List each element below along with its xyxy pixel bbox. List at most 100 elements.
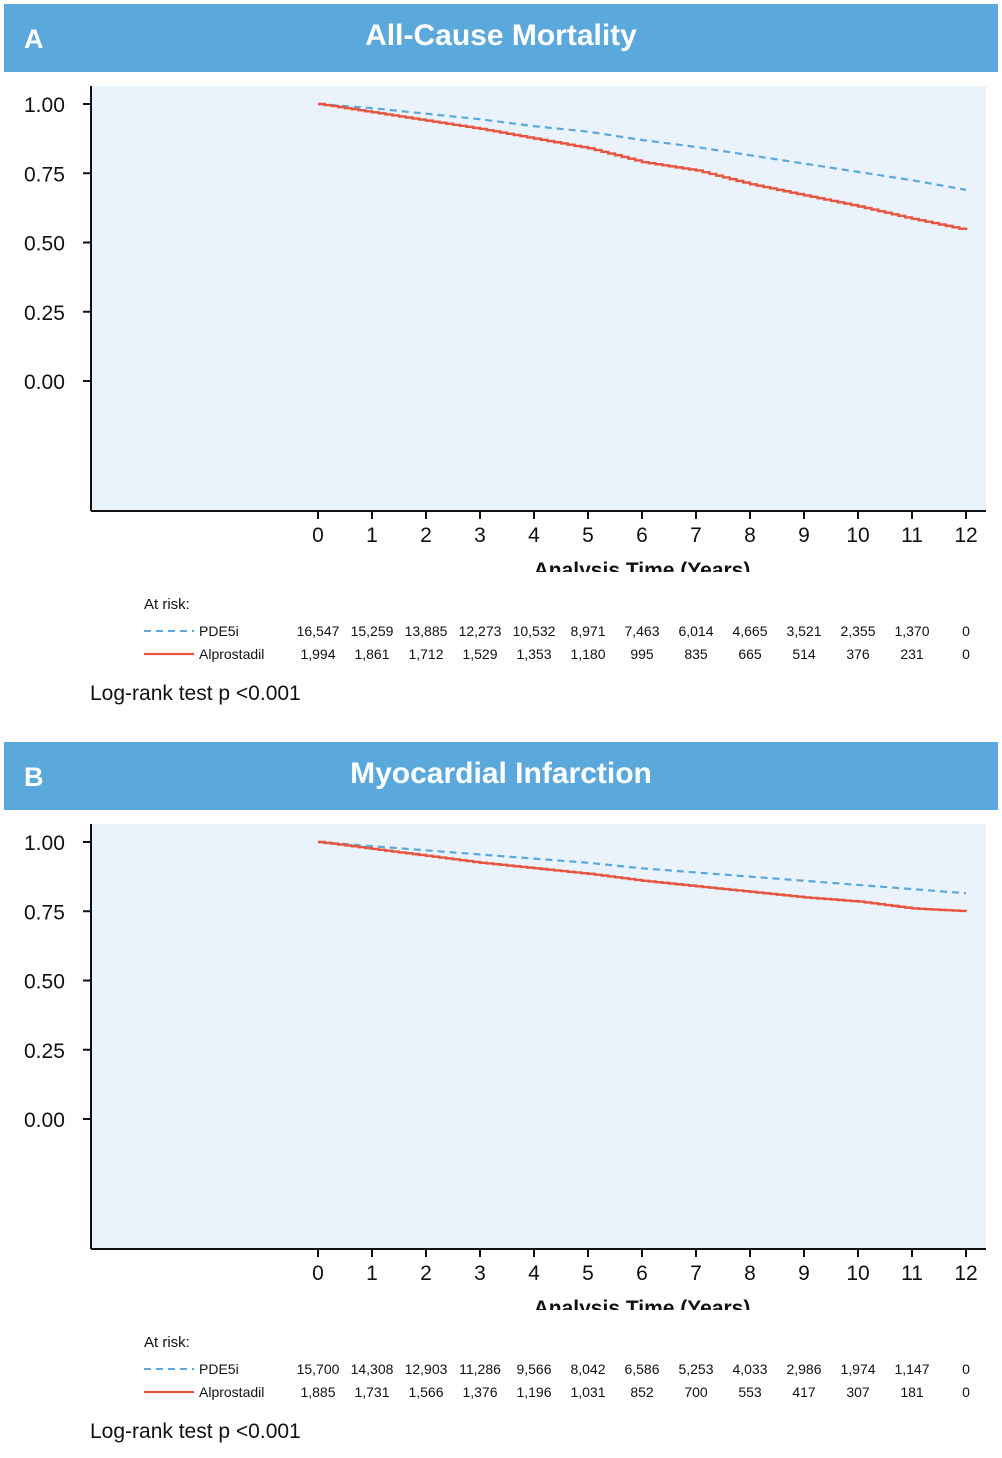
at-risk-count: 1,712	[408, 646, 444, 662]
at-risk-count: 10,532	[512, 623, 556, 639]
at-risk-count: 700	[684, 1384, 708, 1400]
panel-a-logrank-text: Log-rank test p <0.001	[90, 682, 301, 705]
at-risk-count: 1,566	[408, 1384, 444, 1400]
panel-b-title: Myocardial Infarction	[350, 757, 652, 790]
at-risk-count: 12,273	[458, 623, 502, 639]
at-risk-count: 12,903	[404, 1361, 448, 1377]
x-tick-label: 1	[366, 524, 378, 547]
pde5i-survival-curve	[317, 102, 967, 191]
at-risk-count: 181	[900, 1384, 924, 1400]
at-risk-count: 1,180	[570, 646, 606, 662]
at-risk-count: 1,031	[570, 1384, 606, 1400]
alprostadil-survival-curve	[318, 840, 968, 913]
at-risk-count: 417	[792, 1384, 816, 1400]
panel-b-letter: B	[24, 762, 44, 792]
at-risk-count: 514	[792, 646, 816, 662]
panel-a-risk-row-alprostadil: Alprostadil 1,994 1,861 1,712 1,529 1,353 1,1…	[0, 644, 1002, 664]
at-risk-count: 1,885	[300, 1384, 336, 1400]
alprostadil-group-label: Alprostadil	[199, 646, 265, 662]
y-tick-label: 1.00	[24, 94, 65, 117]
pde5i-survival-curve	[317, 840, 967, 895]
at-risk-count: 2,986	[786, 1361, 822, 1377]
at-risk-count: 1,353	[516, 646, 552, 662]
pde5i-legend-swatch	[144, 630, 194, 632]
x-tick-label: 5	[582, 524, 594, 547]
at-risk-count: 231	[900, 646, 924, 662]
at-risk-count: 1,370	[894, 623, 930, 639]
pde5i-group-label: PDE5i	[199, 623, 239, 639]
y-tick-label: 0.00	[24, 1109, 65, 1132]
x-tick-label: 7	[690, 524, 702, 547]
x-tick-label: 3	[474, 1262, 486, 1285]
y-tick-label: 0.50	[24, 233, 65, 256]
panel-b-banner: B Myocardial Infarction	[4, 742, 998, 810]
at-risk-count: 0	[962, 646, 970, 662]
x-tick-label: 12	[954, 524, 977, 547]
at-risk-count: 1,731	[354, 1384, 390, 1400]
x-tick-label: 0	[312, 524, 324, 547]
at-risk-count: 9,566	[516, 1361, 552, 1377]
at-risk-count: 1,861	[354, 646, 390, 662]
x-tick-label: 2	[420, 524, 432, 547]
x-axis-title: Analysis Time (Years)	[534, 559, 751, 572]
x-tick-label: 6	[636, 524, 648, 547]
pde5i-legend-swatch	[144, 1368, 194, 1370]
panel-a-risk-row-pde5i: PDE5i 16,547 15,259 13,885 12,273 10,532 8,97…	[0, 621, 1002, 641]
plot-area	[91, 86, 986, 511]
x-tick-label: 2	[420, 1262, 432, 1285]
at-risk-count: 1,994	[300, 646, 336, 662]
y-tick-label: 0.00	[24, 371, 65, 394]
at-risk-count: 1,196	[516, 1384, 552, 1400]
at-risk-count: 8,971	[570, 623, 606, 639]
x-tick-label: 4	[528, 1262, 540, 1285]
at-risk-count: 6,014	[678, 623, 714, 639]
at-risk-count: 1,376	[462, 1384, 498, 1400]
at-risk-count: 376	[846, 646, 870, 662]
pde5i-group-label: PDE5i	[199, 1361, 239, 1377]
panel-b-at-risk-label: At risk:	[144, 1334, 190, 1351]
at-risk-count: 835	[684, 646, 708, 662]
panel-a-plot: 1.000.750.500.250.000 1 2 3 4 5 6 7 8 9 10 11 12Anal…	[24, 86, 986, 572]
y-tick-label: 0.75	[24, 163, 65, 186]
panel-a-banner: A All-Cause Mortality	[4, 4, 998, 72]
at-risk-count: 14,308	[350, 1361, 394, 1377]
x-tick-label: 10	[846, 524, 869, 547]
x-tick-label: 10	[846, 1262, 869, 1285]
at-risk-count: 11,286	[459, 1361, 501, 1377]
panel-a-at-risk-label: At risk:	[144, 596, 190, 613]
at-risk-count: 16,547	[296, 623, 340, 639]
y-tick-label: 1.00	[24, 832, 65, 855]
alprostadil-legend-swatch	[144, 1390, 194, 1394]
alprostadil-survival-curve	[318, 102, 968, 231]
panel-b-logrank-text: Log-rank test p <0.001	[90, 1420, 301, 1443]
x-tick-label: 9	[798, 1262, 810, 1285]
panel-b: B Myocardial Infarction 1.00 0.75 0.50 0.25…	[0, 738, 1002, 1458]
at-risk-count: 15,700	[296, 1361, 340, 1377]
plot-area	[91, 824, 986, 1249]
at-risk-count: 3,521	[786, 623, 822, 639]
at-risk-count: 5,253	[678, 1361, 714, 1377]
x-tick-label: 1	[366, 1262, 378, 1285]
x-tick-label: 3	[474, 524, 486, 547]
at-risk-count: 307	[846, 1384, 870, 1400]
at-risk-count: 1,529	[462, 646, 498, 662]
panel-a-title: All-Cause Mortality	[365, 19, 637, 52]
x-tick-label: 9	[798, 524, 810, 547]
at-risk-count: 0	[962, 1384, 970, 1400]
y-tick-label: 0.75	[24, 901, 65, 924]
x-tick-label: 6	[636, 1262, 648, 1285]
at-risk-count: 995	[630, 646, 654, 662]
at-risk-count: 8,042	[570, 1361, 606, 1377]
x-tick-label: 12	[954, 1262, 977, 1285]
x-axis-title: Analysis Time (Years)	[534, 1297, 751, 1310]
at-risk-count: 1,147	[894, 1361, 930, 1377]
at-risk-count: 6,586	[624, 1361, 660, 1377]
x-tick-label: 8	[744, 1262, 756, 1285]
x-tick-label: 0	[312, 1262, 324, 1285]
alprostadil-legend-swatch	[144, 652, 194, 656]
at-risk-count: 852	[630, 1384, 654, 1400]
alprostadil-group-label: Alprostadil	[199, 1384, 265, 1400]
at-risk-count: 4,033	[732, 1361, 768, 1377]
x-tick-label: 5	[582, 1262, 594, 1285]
at-risk-count: 4,665	[732, 623, 768, 639]
